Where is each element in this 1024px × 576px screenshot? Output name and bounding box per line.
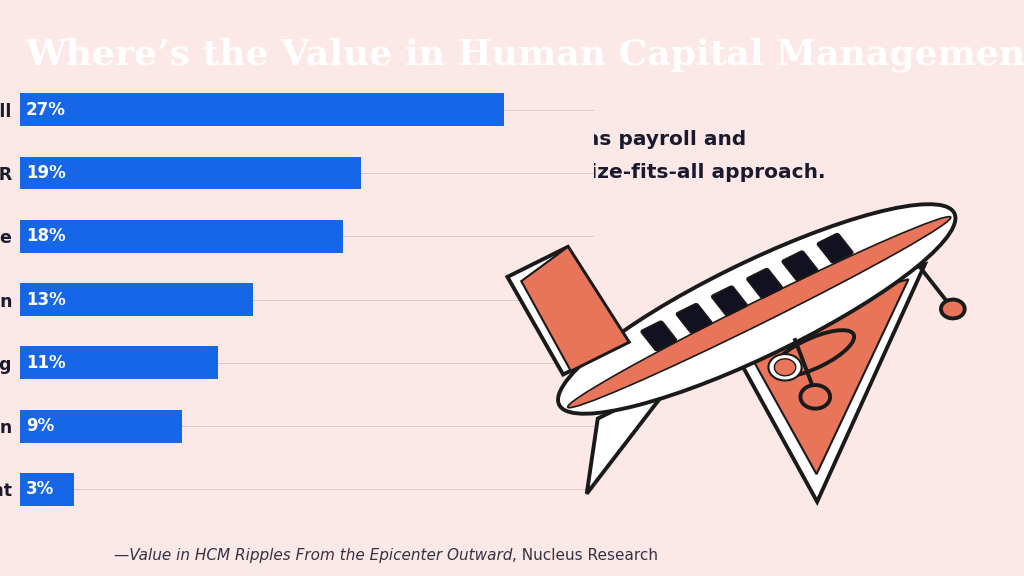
FancyBboxPatch shape	[712, 286, 748, 316]
Polygon shape	[508, 247, 629, 374]
Ellipse shape	[567, 217, 950, 408]
Text: 9%: 9%	[26, 417, 54, 435]
Polygon shape	[521, 247, 629, 371]
Text: , Nucleus Research: , Nucleus Research	[512, 548, 658, 563]
FancyBboxPatch shape	[817, 234, 853, 263]
Bar	[20, 283, 254, 316]
Text: 19%: 19%	[26, 164, 66, 182]
Text: 13%: 13%	[26, 290, 66, 309]
Text: 18%: 18%	[26, 228, 66, 245]
Polygon shape	[749, 279, 908, 474]
Text: HCM systems efficiently manage processes such as payroll and: HCM systems efficiently manage processes…	[26, 130, 745, 149]
Circle shape	[774, 359, 796, 376]
Bar	[20, 157, 361, 190]
Text: —Value in HCM Ripples From the Epicenter Outward: —Value in HCM Ripples From the Epicenter…	[114, 548, 512, 563]
FancyBboxPatch shape	[677, 304, 712, 333]
Bar	[20, 93, 505, 126]
Polygon shape	[735, 264, 925, 502]
Ellipse shape	[558, 204, 955, 414]
Text: Where’s the Value in Human Capital Management?: Where’s the Value in Human Capital Manag…	[26, 37, 1024, 72]
FancyBboxPatch shape	[782, 251, 817, 281]
Bar	[20, 346, 217, 379]
Text: 27%: 27%	[26, 101, 66, 119]
FancyBboxPatch shape	[746, 268, 782, 298]
Ellipse shape	[771, 330, 854, 377]
Circle shape	[801, 385, 830, 408]
Bar	[20, 473, 75, 506]
Bar	[20, 410, 182, 442]
Polygon shape	[587, 393, 663, 494]
Bar	[20, 220, 343, 253]
Circle shape	[941, 300, 965, 319]
Text: 3%: 3%	[26, 480, 54, 498]
Circle shape	[768, 354, 802, 381]
Text: 11%: 11%	[26, 354, 66, 372]
FancyBboxPatch shape	[641, 321, 677, 351]
Text: benefits administration through a scalable, one-size-fits-all approach.: benefits administration through a scalab…	[26, 163, 825, 182]
